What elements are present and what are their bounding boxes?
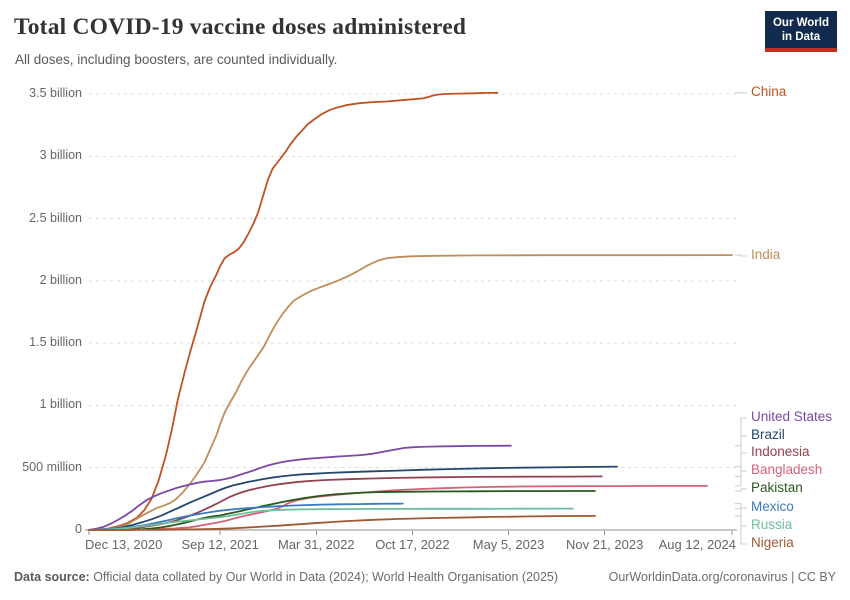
legend-connector-pakistan (735, 488, 747, 492)
owid-logo-line2: in Data (781, 31, 821, 44)
series-line-united-states[interactable] (88, 444, 512, 531)
legend-connector-indonesia (735, 452, 747, 477)
legend-label-china[interactable]: China (751, 84, 787, 99)
x-axis-tick-label: Oct 17, 2022 (375, 537, 450, 552)
legend-label-russia[interactable]: Russia (751, 517, 793, 532)
legend-connector-india (735, 254, 747, 257)
data-source-text: Official data collated by Our World in D… (89, 570, 559, 584)
series-line-china[interactable] (88, 91, 499, 531)
x-axis-tick-label: Mar 31, 2022 (277, 537, 355, 552)
series-line-russia[interactable] (88, 507, 574, 531)
series-line-brazil[interactable] (88, 465, 618, 531)
legend-connector-brazil (735, 435, 747, 468)
legend-connector-mexico (735, 503, 747, 509)
y-axis-tick-label: 2.5 billion (29, 210, 82, 225)
data-source-label: Data source: (14, 570, 90, 584)
x-axis-tick-label: Aug 12, 2024 (658, 537, 736, 552)
y-axis-tick-label: 500 million (22, 459, 82, 474)
page-title: Total COVID-19 vaccine doses administere… (14, 14, 467, 40)
y-axis-tick-label: 2 billion (39, 272, 82, 287)
series-line-bangladesh[interactable] (88, 484, 708, 531)
owid-logo-line1: Our World (772, 17, 829, 29)
x-axis-tick-label: Sep 12, 2021 (181, 537, 259, 552)
legend-label-united-states[interactable]: United States (751, 409, 833, 424)
series-line-india[interactable] (88, 254, 733, 531)
owid-url-link[interactable]: OurWorldinData.org/coronavirus | CC BY (608, 570, 836, 584)
legend-connector-nigeria (735, 515, 747, 545)
x-axis-tick-label: Dec 13, 2020 (85, 537, 163, 552)
y-axis-tick-label: 3.5 billion (29, 86, 82, 100)
legend-label-india[interactable]: India (751, 247, 781, 262)
legend-label-pakistan[interactable]: Pakistan (751, 480, 803, 495)
legend-label-brazil[interactable]: Brazil (751, 427, 785, 442)
x-axis-tick-label: May 5, 2023 (472, 537, 545, 552)
y-axis-tick-label: 1.5 billion (29, 335, 82, 350)
owid-logo[interactable]: Our World in Data (764, 11, 837, 53)
chart-footer: Data source: Official data collated by O… (14, 570, 836, 584)
legend-connector-united-states (735, 417, 747, 447)
x-axis-tick-label: Nov 21, 2023 (565, 537, 644, 552)
data-source-note: Data source: Official data collated by O… (14, 570, 558, 584)
legend-label-mexico[interactable]: Mexico (751, 499, 794, 514)
legend-label-bangladesh[interactable]: Bangladesh (751, 462, 823, 477)
legend-label-nigeria[interactable]: Nigeria (751, 535, 794, 550)
series-line-nigeria[interactable] (88, 515, 596, 531)
y-axis-tick-label: 0 (75, 522, 82, 536)
chart-subtitle: All doses, including boosters, are count… (15, 52, 338, 67)
legend-label-indonesia[interactable]: Indonesia (751, 444, 810, 459)
series-line-pakistan[interactable] (88, 490, 596, 531)
legend-connector-bangladesh (735, 470, 747, 487)
y-axis-tick-label: 3 billion (39, 148, 82, 163)
y-axis-tick-label: 1 billion (39, 397, 82, 412)
